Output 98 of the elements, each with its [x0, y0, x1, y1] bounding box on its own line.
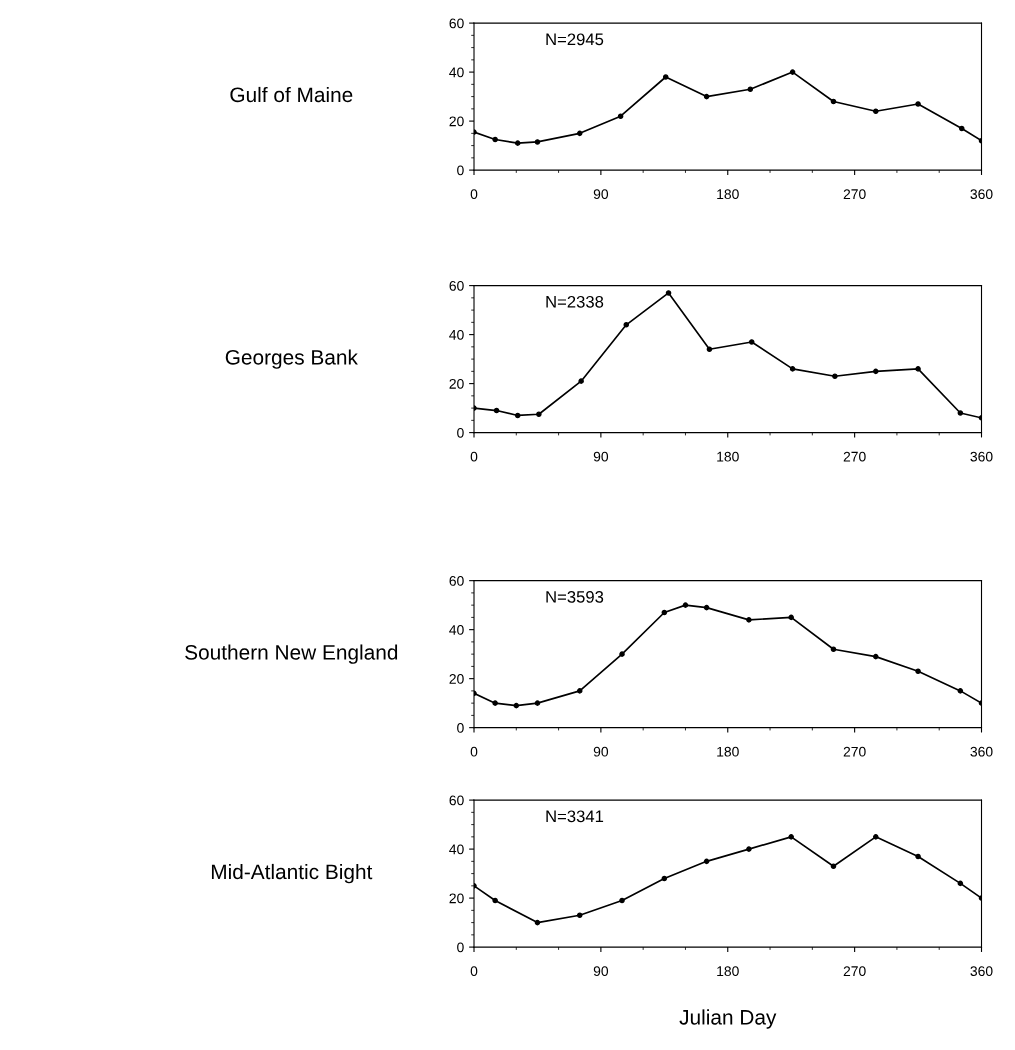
point — [746, 617, 752, 623]
point — [830, 646, 837, 653]
point — [703, 858, 710, 865]
point — [872, 653, 879, 660]
point — [703, 604, 710, 611]
x-tick-label: 180 — [717, 966, 739, 977]
point — [534, 919, 541, 926]
y-tick-label: 20 — [449, 116, 464, 127]
y-tick-label: 0 — [457, 942, 464, 953]
x-tick-label: 180 — [717, 189, 739, 200]
point — [662, 74, 669, 80]
x-tick-label: 90 — [593, 189, 609, 200]
point — [493, 407, 500, 414]
annotation: N=2338 — [546, 295, 604, 308]
annotation: N=3341 — [546, 810, 604, 823]
point — [957, 410, 964, 416]
y-tick-label: 60 — [449, 280, 464, 291]
y-tick-label: 40 — [449, 67, 464, 78]
point — [872, 108, 879, 115]
x-tick-label: 270 — [843, 746, 866, 757]
text: Southern New England — [185, 644, 398, 664]
point — [661, 875, 668, 882]
point — [492, 897, 498, 904]
point — [576, 688, 583, 694]
point — [576, 912, 583, 919]
x-tick-label: 270 — [843, 966, 866, 977]
point — [617, 113, 624, 119]
text: Georges Bank — [225, 349, 358, 369]
y-tick-label: 20 — [449, 673, 464, 684]
point — [576, 130, 583, 137]
x-tick-label: 0 — [470, 189, 478, 200]
point — [534, 700, 541, 706]
point — [958, 125, 965, 132]
point — [703, 93, 710, 100]
point — [957, 688, 964, 694]
x-tick-label: 180 — [717, 746, 739, 757]
point — [788, 614, 794, 621]
x-tick-label: 90 — [593, 451, 609, 462]
point — [619, 651, 625, 657]
point — [748, 339, 755, 345]
point — [682, 602, 689, 608]
x-tick-label: 90 — [593, 966, 609, 977]
y-tick-label: 40 — [449, 624, 464, 635]
point — [915, 668, 921, 675]
point — [915, 366, 921, 372]
point — [492, 136, 498, 143]
x-tick-label: 180 — [717, 451, 739, 462]
y-tick-label: 40 — [449, 844, 464, 855]
point — [706, 346, 713, 353]
x-tick-label: 360 — [970, 746, 993, 757]
point — [623, 322, 630, 328]
x-axis-title: Julian Day — [679, 1009, 777, 1029]
point — [872, 368, 879, 375]
y-tick-label: 60 — [449, 575, 464, 586]
point — [665, 290, 672, 296]
y-tick-label: 40 — [449, 329, 464, 340]
y-tick-label: 60 — [449, 795, 464, 806]
point — [872, 834, 879, 840]
y-tick-label: 0 — [457, 165, 464, 176]
point — [746, 846, 752, 852]
x-tick-label: 360 — [970, 189, 993, 200]
y-tick-label: 20 — [449, 378, 464, 389]
point — [789, 366, 796, 372]
point — [788, 834, 794, 840]
text: Gulf of Maine — [230, 86, 353, 103]
y-tick-label: 0 — [457, 427, 464, 438]
y-tick-label: 20 — [449, 893, 464, 904]
x-tick-label: 360 — [970, 451, 993, 462]
y-tick-label: 0 — [457, 722, 464, 733]
point — [747, 86, 754, 93]
x-tick-label: 0 — [470, 966, 478, 977]
point — [915, 101, 921, 107]
point — [830, 98, 837, 105]
annotation: N=3593 — [546, 590, 604, 603]
point — [534, 139, 541, 145]
x-tick-label: 360 — [970, 966, 993, 977]
x-tick-label: 270 — [843, 189, 866, 200]
point — [578, 378, 584, 384]
point — [832, 373, 838, 380]
point — [619, 897, 625, 904]
point — [514, 412, 521, 419]
x-tick-label: 0 — [470, 746, 478, 757]
x-tick-label: 90 — [593, 746, 609, 757]
point — [513, 702, 520, 709]
point — [830, 863, 837, 870]
point — [957, 880, 964, 887]
point — [536, 411, 542, 418]
x-tick-label: 0 — [470, 451, 478, 462]
text: Mid-Atlantic Bight — [211, 863, 373, 884]
point — [915, 853, 921, 860]
y-tick-label: 60 — [449, 18, 464, 29]
point — [661, 609, 668, 616]
x-tick-label: 270 — [843, 451, 866, 462]
line-series — [474, 602, 982, 709]
point — [789, 69, 796, 75]
annotation: N=2945 — [546, 33, 604, 46]
point — [492, 700, 498, 706]
point — [514, 140, 521, 146]
